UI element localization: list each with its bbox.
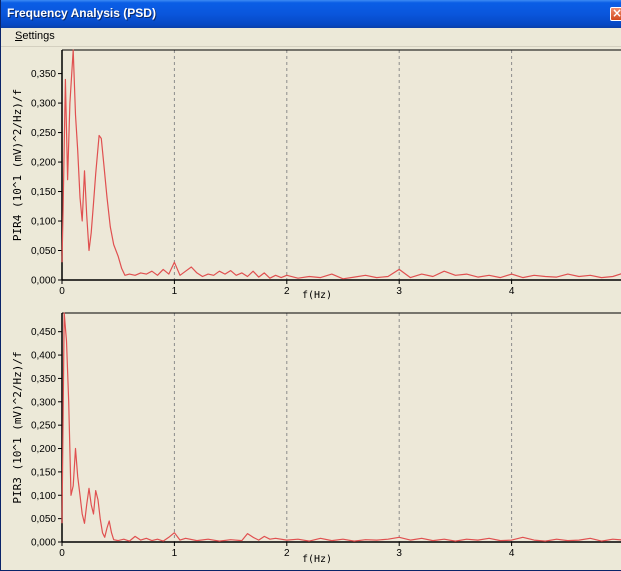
x-tick-label: 2 bbox=[284, 286, 290, 297]
menu-bar: Settings bbox=[1, 28, 621, 47]
x-axis-label-pir3: f(Hz) bbox=[302, 554, 332, 565]
settings-menu-accelerator: S bbox=[15, 30, 23, 42]
y-axis-pir3: 0,000 0,050 0,100 0,150 0,200 0,250 0,300 0,350… bbox=[31, 327, 62, 549]
psd-chart-pir3: 0,000 0,050 0,100 0,150 0,200 0,250 0,300 0,350… bbox=[11, 312, 621, 565]
psd-chart-pir4: 0,000 0,050 0,100 0,150 0,200 0,250 0,300 0,350… bbox=[11, 49, 621, 301]
title-bar[interactable]: Frequency Analysis (PSD) × bbox=[1, 0, 621, 28]
y-tick-label: 0,100 bbox=[31, 217, 56, 228]
y-tick-label: 0,200 bbox=[31, 444, 56, 455]
y-tick-label: 0,450 bbox=[31, 327, 56, 338]
y-tick-label: 0,350 bbox=[31, 374, 56, 385]
y-tick-label: 0,200 bbox=[31, 158, 56, 169]
close-button[interactable]: × bbox=[610, 6, 621, 21]
x-tick-label: 3 bbox=[396, 548, 402, 559]
y-tick-label: 0,050 bbox=[31, 514, 56, 525]
y-tick-label: 0,100 bbox=[31, 491, 56, 502]
x-axis-pir4: 012345 bbox=[59, 280, 515, 297]
x-tick-label: 2 bbox=[284, 548, 290, 559]
x-axis-pir3: 012345 bbox=[59, 542, 515, 559]
y-tick-label: 0,300 bbox=[31, 397, 56, 408]
x-tick-label: 1 bbox=[172, 548, 178, 559]
x-tick-label: 0 bbox=[59, 286, 65, 297]
y-tick-label: 0,000 bbox=[31, 538, 56, 549]
y-tick-label: 0,250 bbox=[31, 421, 56, 432]
y-tick-label: 0,400 bbox=[31, 351, 56, 362]
y-tick-label: 0,150 bbox=[31, 187, 56, 198]
y-tick-label: 0,350 bbox=[31, 69, 56, 80]
x-tick-label: 1 bbox=[172, 286, 178, 297]
window-title: Frequency Analysis (PSD) bbox=[7, 6, 156, 20]
plot-area-pir4 bbox=[62, 50, 621, 280]
y-tick-label: 0,000 bbox=[31, 276, 56, 287]
x-tick-label: 3 bbox=[396, 286, 402, 297]
settings-menu-label: ettings bbox=[22, 30, 55, 42]
y-axis-label-pir3: PIR3 (10^1 (mV)^2/Hz)/f bbox=[11, 351, 24, 503]
series-line-pir4 bbox=[61, 49, 621, 280]
y-axis-label-pir4: PIR4 (10^1 (mV)^2/Hz)/f bbox=[11, 89, 24, 241]
x-tick-label: 4 bbox=[509, 548, 515, 559]
series-line-pir3 bbox=[61, 312, 621, 542]
y-tick-label: 0,050 bbox=[31, 246, 56, 257]
x-axis-label-pir4: f(Hz) bbox=[302, 290, 332, 301]
close-icon: × bbox=[612, 6, 621, 20]
y-tick-label: 0,150 bbox=[31, 467, 56, 478]
y-axis-pir4: 0,000 0,050 0,100 0,150 0,200 0,250 0,300 0,350 bbox=[31, 69, 62, 287]
settings-menu[interactable]: Settings bbox=[15, 30, 55, 42]
y-tick-label: 0,300 bbox=[31, 99, 56, 110]
x-tick-label: 4 bbox=[509, 286, 515, 297]
x-tick-label: 0 bbox=[59, 548, 65, 559]
plot-area-pir3 bbox=[62, 313, 621, 542]
y-tick-label: 0,250 bbox=[31, 128, 56, 139]
